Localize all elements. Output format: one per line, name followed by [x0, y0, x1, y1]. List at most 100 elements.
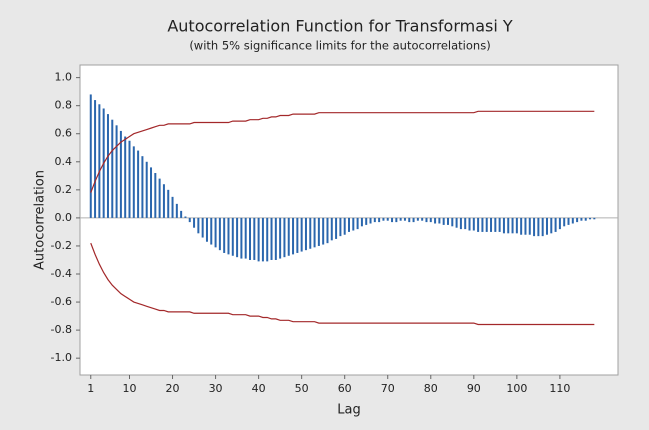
bar — [537, 217, 540, 237]
bar — [378, 217, 381, 223]
x-tick-label: 70 — [381, 382, 395, 395]
bar — [150, 167, 153, 218]
bar — [455, 217, 458, 228]
bar — [115, 125, 118, 218]
bar — [563, 217, 566, 227]
bar — [167, 189, 170, 218]
y-tick-label: -1.0 — [51, 351, 72, 364]
bar — [137, 150, 140, 218]
bar — [223, 217, 226, 253]
bar — [175, 203, 178, 218]
bar — [214, 217, 217, 248]
bar — [257, 217, 260, 262]
bar — [304, 217, 307, 251]
bar — [188, 217, 191, 223]
bar — [386, 217, 389, 221]
bar — [184, 216, 187, 218]
bar — [193, 217, 196, 228]
bar — [558, 217, 561, 230]
bar — [180, 210, 183, 218]
significance-limit — [90, 242, 595, 326]
bar — [481, 217, 484, 232]
bar — [89, 94, 92, 218]
bar — [429, 217, 432, 223]
bar — [515, 217, 518, 234]
bar — [249, 217, 252, 260]
y-tick-label: 1.0 — [55, 71, 73, 84]
y-tick-label: -0.2 — [51, 239, 72, 252]
bar — [533, 217, 536, 237]
bar — [589, 217, 592, 220]
bar — [330, 217, 333, 241]
bar — [322, 217, 325, 245]
bar — [373, 217, 376, 223]
bar — [128, 140, 131, 218]
bar — [490, 217, 493, 232]
bar — [162, 184, 165, 218]
bar — [403, 217, 406, 221]
bar — [270, 217, 273, 260]
bar — [326, 217, 329, 244]
bar — [550, 217, 553, 234]
bar — [171, 196, 174, 218]
bar — [369, 217, 372, 224]
bar — [210, 217, 213, 245]
y-tick-label: 0.0 — [55, 211, 73, 224]
bar — [567, 217, 570, 225]
bar — [365, 217, 368, 225]
y-tick-label: 0.6 — [55, 127, 73, 140]
bar — [154, 173, 157, 218]
bar — [571, 217, 574, 224]
bar — [356, 217, 359, 230]
bar — [132, 146, 135, 218]
y-tick-label: -0.8 — [51, 323, 72, 336]
bar — [576, 217, 579, 223]
bar — [545, 217, 548, 235]
bar — [520, 217, 523, 235]
bar — [205, 217, 208, 242]
bar — [227, 217, 230, 255]
bar — [317, 217, 320, 246]
x-tick-label: 30 — [209, 382, 223, 395]
bar — [528, 217, 531, 235]
bar — [442, 217, 445, 225]
bar — [335, 217, 338, 239]
bar — [485, 217, 488, 232]
bar — [218, 217, 221, 251]
bar — [300, 217, 303, 252]
bar — [507, 217, 510, 234]
bar — [425, 217, 428, 223]
bar — [197, 217, 200, 234]
y-tick-label: -0.6 — [51, 295, 72, 308]
bar — [421, 217, 424, 221]
x-axis-label: Lag — [337, 403, 360, 418]
x-tick-label: 10 — [122, 382, 136, 395]
bar — [451, 217, 454, 227]
bar — [106, 114, 109, 218]
bar — [158, 178, 161, 218]
x-tick-label: 50 — [295, 382, 309, 395]
x-tick-label: 1 — [87, 382, 94, 395]
bar — [360, 217, 363, 227]
bar — [145, 161, 148, 218]
bar — [352, 217, 355, 231]
x-tick-label: 100 — [506, 382, 527, 395]
bar — [399, 217, 402, 221]
chart-title: Autocorrelation Function for Transformas… — [167, 17, 513, 36]
bar — [287, 217, 290, 256]
bar — [141, 156, 144, 218]
bar — [274, 217, 277, 260]
significance-limit — [90, 110, 595, 193]
bar — [468, 217, 471, 231]
bar — [231, 217, 234, 256]
bar — [98, 104, 101, 218]
bar — [382, 217, 385, 221]
bar — [395, 217, 398, 223]
bar — [348, 217, 350, 232]
bar — [201, 217, 204, 238]
bar — [236, 217, 239, 258]
bar — [459, 217, 462, 230]
bar — [283, 217, 286, 258]
bar — [584, 217, 587, 221]
